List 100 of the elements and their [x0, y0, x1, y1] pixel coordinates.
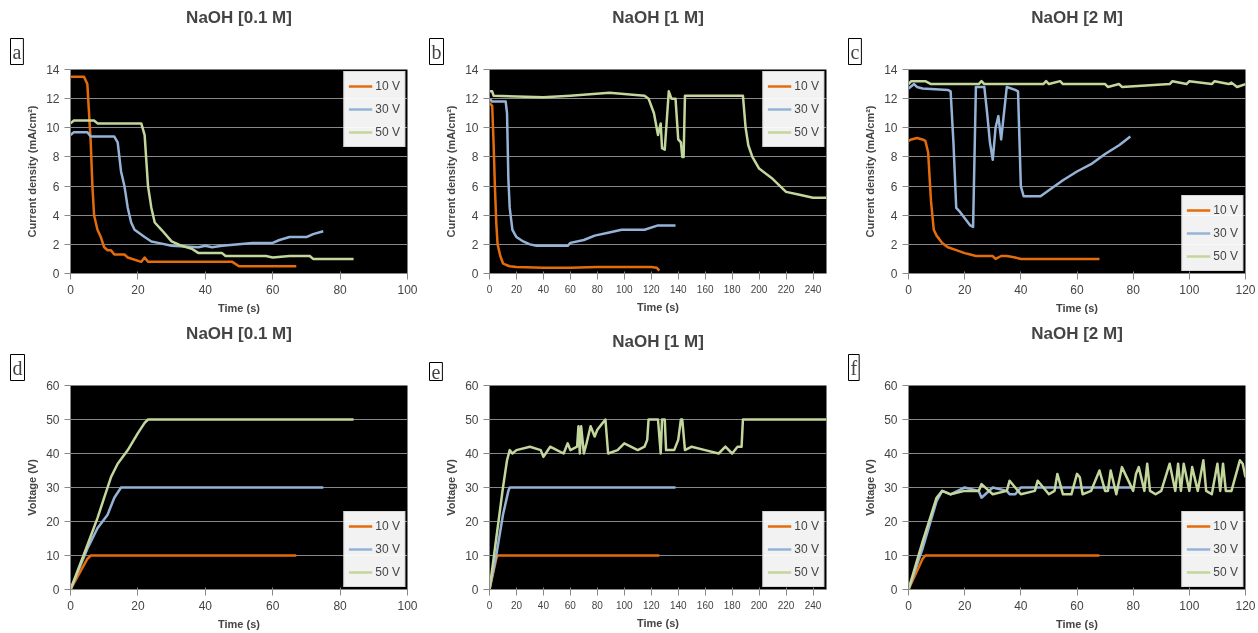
text: b [431, 40, 442, 63]
x-tick-label: 80 [591, 283, 604, 295]
x-tick-label: 60 [564, 599, 577, 611]
x-tick-label: 40 [1014, 598, 1028, 613]
y-tick-label: 30 [884, 481, 898, 495]
y-tick-label: 50 [465, 413, 479, 427]
x-axis-title: Time (s) [218, 301, 261, 314]
y-tick-label: 30 [465, 481, 479, 495]
y-tick-label: 0 [471, 583, 479, 597]
chart-title: NaOH [0.1 M] [186, 323, 292, 343]
x-tick-label: 160 [696, 599, 714, 611]
y-tick-label: 10 [465, 121, 479, 136]
y-tick-label: 10 [465, 549, 479, 563]
legend-label: 10 V [1213, 203, 1238, 217]
x-tick-label: 0 [67, 598, 75, 613]
x-tick-label: 100 [397, 598, 418, 613]
y-tick-label: 60 [465, 379, 479, 393]
x-tick-label: 120 [1235, 598, 1256, 613]
y-tick-label: 4 [890, 208, 898, 223]
x-tick-label: 20 [131, 282, 145, 297]
legend-label: 30 V [375, 102, 400, 116]
x-tick-label: 20 [510, 283, 523, 295]
x-axis-title: Time (s) [218, 617, 261, 630]
x-tick-label: 20 [957, 598, 972, 613]
text: a [12, 40, 22, 63]
y-axis-title: Current density (mA/cm²) [445, 105, 458, 238]
x-tick-label: 120 [1235, 282, 1256, 297]
y-tick-label: 10 [884, 549, 898, 563]
y-tick-label: 6 [890, 179, 898, 194]
legend-label: 10 V [794, 79, 819, 93]
x-tick-label: 60 [266, 282, 280, 297]
y-tick-label: 0 [890, 267, 898, 281]
y-tick-label: 6 [471, 179, 479, 194]
x-tick-label: 80 [1126, 282, 1141, 297]
chart-title: NaOH [0.1 M] [186, 7, 292, 27]
y-tick-label: 14 [465, 63, 479, 77]
x-tick-label: 20 [957, 282, 972, 297]
x-tick-label: 100 [1179, 598, 1200, 613]
legend-label: 10 V [794, 519, 819, 533]
legend-label: 50 V [1213, 249, 1238, 263]
y-tick-label: 0 [52, 583, 60, 597]
chart-title: NaOH [1 M] [612, 7, 704, 27]
y-tick-label: 50 [884, 413, 898, 427]
x-tick-label: 100 [1179, 282, 1200, 297]
x-tick-label: 140 [669, 599, 687, 611]
x-tick-label: 220 [777, 283, 795, 295]
y-tick-label: 0 [890, 583, 898, 597]
x-tick-label: 0 [905, 282, 913, 297]
legend-label: 10 V [375, 79, 400, 93]
y-tick-label: 8 [890, 150, 898, 165]
x-tick-label: 0 [67, 282, 75, 297]
x-tick-label: 120 [642, 599, 661, 611]
x-tick-label: 80 [591, 599, 604, 611]
x-tick-label: 40 [537, 599, 550, 611]
legend-label: 50 V [794, 565, 819, 579]
x-tick-label: 80 [333, 598, 348, 613]
text: f [850, 356, 858, 379]
x-tick-label: 220 [777, 599, 795, 611]
x-tick-label: 40 [1014, 282, 1028, 297]
x-tick-label: 0 [486, 283, 493, 295]
x-tick-label: 180 [723, 283, 741, 295]
y-tick-label: 2 [471, 237, 479, 252]
y-tick-label: 10 [46, 549, 60, 563]
legend-label: 30 V [1213, 226, 1238, 240]
x-tick-label: 0 [905, 598, 913, 613]
legend-label: 30 V [1213, 542, 1238, 556]
y-tick-label: 12 [884, 92, 898, 107]
x-tick-label: 240 [804, 599, 822, 611]
y-tick-label: 4 [471, 208, 479, 223]
x-tick-label: 20 [510, 599, 523, 611]
x-tick-label: 40 [198, 282, 213, 297]
y-tick-label: 10 [46, 121, 60, 136]
x-tick-label: 40 [198, 598, 213, 613]
y-tick-label: 40 [884, 447, 898, 461]
y-tick-label: 60 [884, 379, 898, 393]
x-tick-label: 80 [1126, 598, 1141, 613]
y-tick-label: 0 [52, 267, 60, 281]
x-tick-label: 60 [266, 598, 280, 613]
y-axis-title: Current density (mA/cm²) [26, 105, 39, 238]
x-tick-label: 160 [696, 283, 714, 295]
legend-label: 50 V [375, 565, 400, 579]
legend-label: 50 V [794, 125, 819, 139]
y-tick-label: 20 [884, 515, 898, 529]
text: d [12, 356, 23, 379]
y-tick-label: 60 [46, 379, 60, 393]
chart-title: NaOH [1 M] [612, 331, 704, 351]
x-tick-label: 180 [723, 599, 741, 611]
x-tick-label: 100 [615, 283, 634, 295]
y-tick-label: 8 [471, 150, 479, 165]
y-tick-label: 8 [52, 150, 60, 165]
y-tick-label: 2 [52, 237, 60, 252]
y-axis-title: Current density (mA/cm²) [864, 105, 877, 238]
x-axis-title: Time (s) [1056, 301, 1099, 314]
x-axis-title: Time (s) [637, 300, 680, 313]
y-axis-title: Voltage (V) [26, 458, 39, 516]
y-tick-label: 14 [884, 63, 898, 77]
y-tick-label: 20 [46, 515, 60, 529]
legend-label: 30 V [375, 542, 400, 556]
x-tick-label: 60 [564, 283, 577, 295]
x-tick-label: 60 [1070, 282, 1084, 297]
